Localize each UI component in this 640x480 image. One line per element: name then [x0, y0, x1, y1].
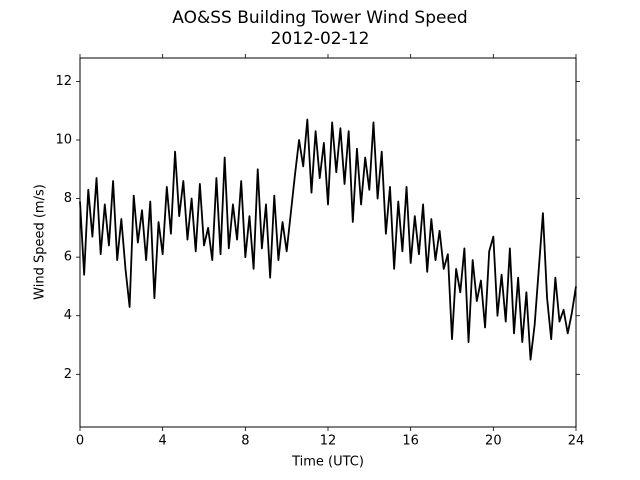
- y-axis-label: Wind Speed (m/s): [33, 184, 48, 300]
- line-series: [79, 118, 577, 361]
- y-tick-label: 2: [64, 367, 72, 382]
- y-tick-label: 6: [64, 250, 72, 265]
- plot-frame: [79, 57, 577, 428]
- x-tick-label: 12: [320, 434, 337, 449]
- chart-title: AO&SS Building Tower Wind Speed: [172, 8, 467, 28]
- x-axis-label: Time (UTC): [291, 455, 364, 470]
- x-tick-label: 0: [76, 434, 84, 449]
- chart-subtitle: 2012-02-12: [271, 29, 370, 49]
- x-tick-label: 24: [568, 434, 585, 449]
- y-tick-label: 10: [55, 133, 72, 148]
- x-tick-label: 16: [402, 434, 419, 449]
- x-tick-label: 4: [159, 434, 167, 449]
- y-tick-label: 8: [64, 191, 72, 206]
- y-tick-label: 12: [55, 74, 72, 89]
- x-tick-label: 8: [241, 434, 249, 449]
- x-tick-label: 20: [485, 434, 502, 449]
- y-tick-label: 4: [64, 308, 72, 323]
